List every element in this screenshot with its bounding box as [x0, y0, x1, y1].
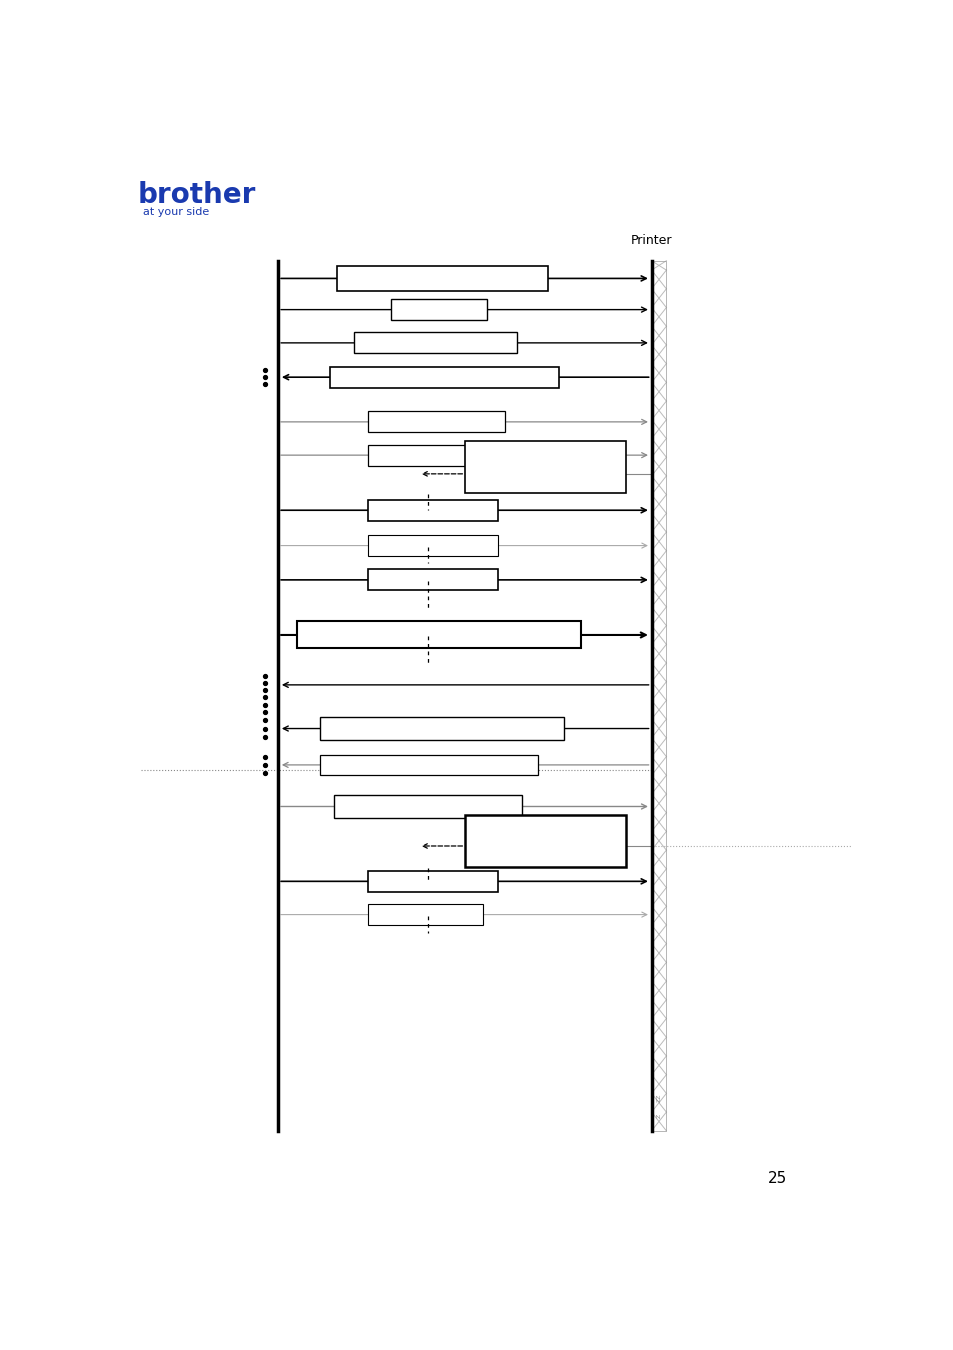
Text: 25: 25: [767, 1172, 786, 1187]
Bar: [390, 300, 486, 320]
Bar: [337, 266, 547, 290]
Bar: [354, 332, 517, 354]
Text: Z: Z: [656, 1114, 660, 1118]
Text: brother: brother: [137, 181, 255, 209]
Bar: [368, 535, 497, 556]
Bar: [368, 904, 482, 925]
Bar: [334, 795, 521, 818]
Bar: [296, 621, 580, 648]
Bar: [330, 367, 558, 387]
Bar: [368, 570, 497, 590]
Bar: [320, 755, 537, 775]
Text: Printer: Printer: [630, 235, 672, 247]
Bar: [320, 717, 564, 740]
Text: ZZ: ZZ: [656, 1094, 660, 1102]
Bar: [465, 815, 626, 867]
Bar: [465, 440, 626, 493]
Bar: [368, 500, 497, 521]
Bar: [368, 412, 505, 432]
Bar: [368, 871, 497, 892]
Bar: [368, 444, 505, 466]
Text: at your side: at your side: [143, 207, 209, 217]
